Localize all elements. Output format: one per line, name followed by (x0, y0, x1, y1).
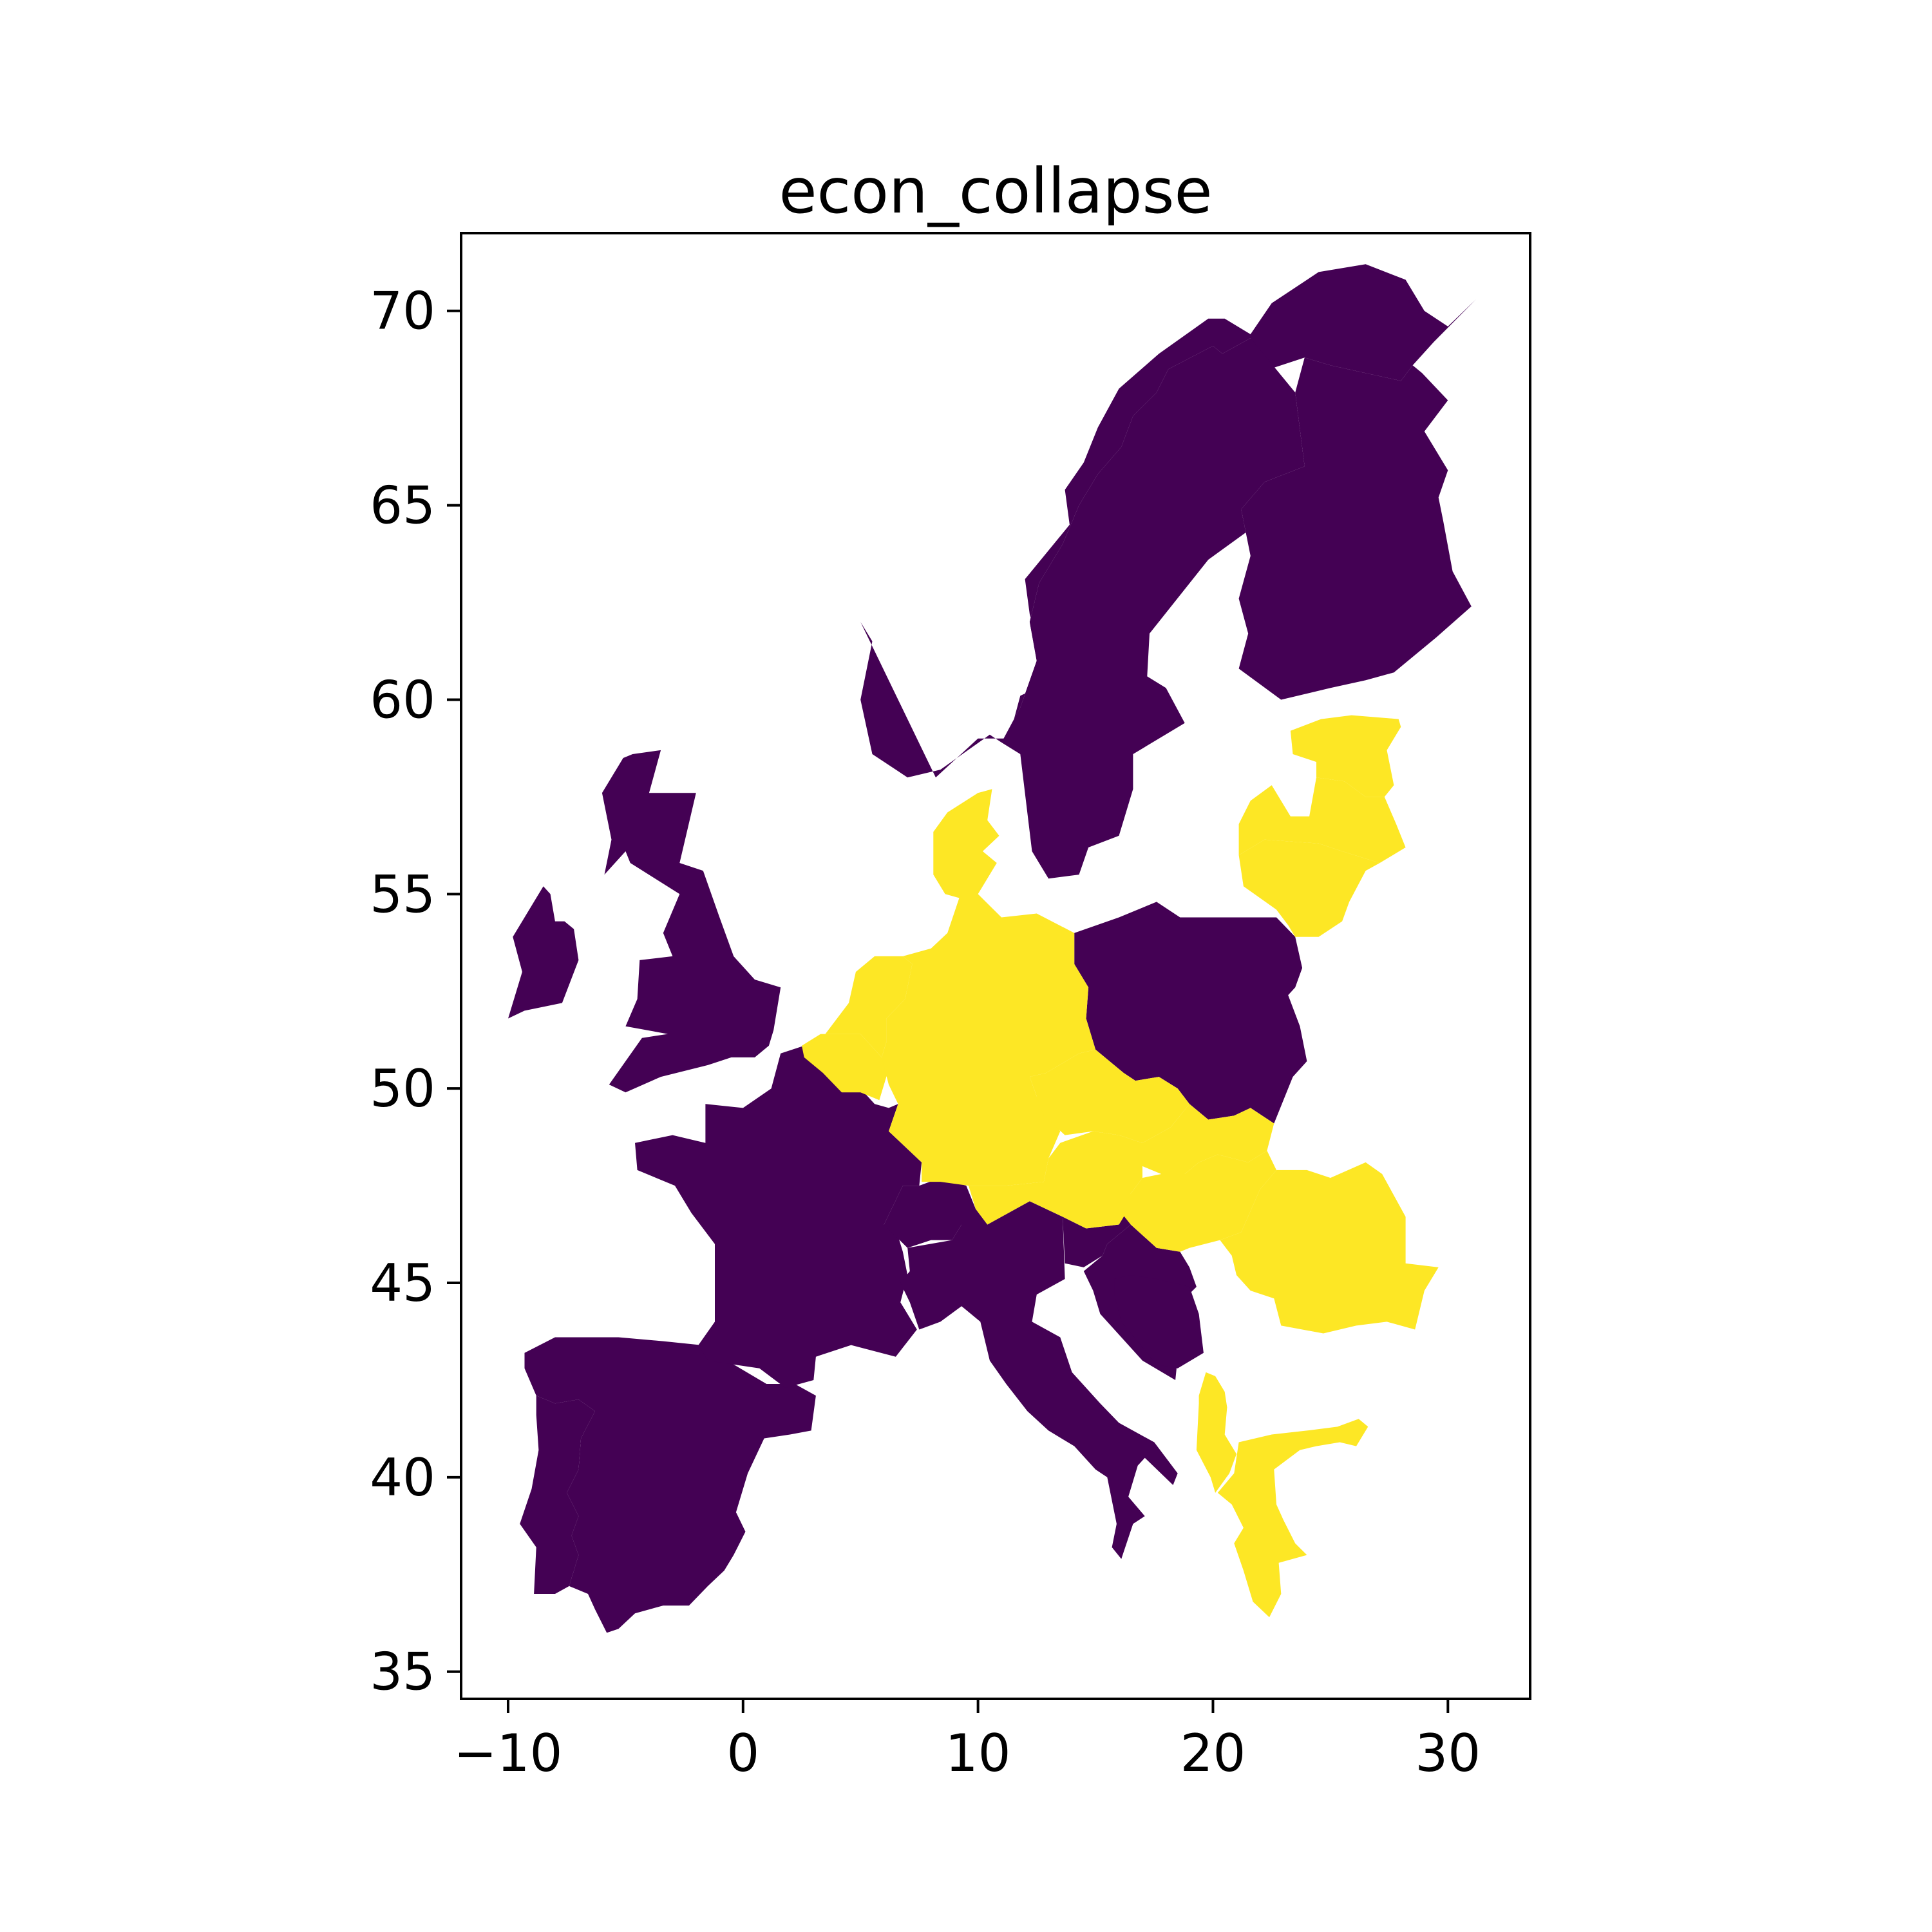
region-norway (860, 264, 1477, 778)
region-portugal (520, 1396, 595, 1594)
region-ireland (508, 886, 579, 1019)
y-axis: 35 40 45 50 55 60 65 70 (370, 281, 461, 1702)
region-romania (1220, 1162, 1439, 1334)
y-tick-label: 70 (370, 281, 435, 341)
y-tick-label: 45 (370, 1253, 435, 1313)
region-switzerland (884, 1178, 988, 1248)
region-germany (882, 789, 1096, 1186)
x-tick-label: 20 (1180, 1723, 1246, 1783)
x-tick-label: 0 (726, 1723, 759, 1783)
y-tick-label: 55 (370, 864, 435, 924)
region-belgium (802, 1034, 889, 1101)
x-tick-label: 10 (945, 1723, 1011, 1783)
region-france (635, 1045, 922, 1388)
region-czech-republic (1029, 1049, 1189, 1143)
region-poland (1074, 902, 1307, 1124)
region-latvia (1238, 777, 1406, 863)
region-layer (508, 264, 1477, 1633)
region-united-kingdom (601, 750, 781, 1093)
region-slovenia (1063, 1213, 1131, 1267)
region-lithuania (1238, 839, 1380, 937)
y-tick-label: 35 (370, 1642, 435, 1702)
region-spain (524, 1337, 816, 1633)
region-estonia (1290, 715, 1401, 797)
region-hungary (1121, 1150, 1276, 1252)
region-sweden (1001, 338, 1305, 879)
x-tick-label: −10 (454, 1723, 563, 1783)
region-italy (900, 1201, 1178, 1559)
y-tick-label: 50 (370, 1059, 435, 1119)
map-title: econ_collapse (779, 155, 1212, 227)
region-netherlands (825, 956, 913, 1057)
region-greece (1217, 1419, 1368, 1618)
y-tick-label: 40 (370, 1448, 435, 1508)
y-tick-label: 65 (370, 476, 435, 536)
region-finland (1238, 357, 1472, 700)
y-tick-label: 60 (370, 670, 435, 730)
region-slovakia (1142, 1104, 1274, 1174)
x-axis: −10 0 10 20 30 (454, 1699, 1481, 1783)
region-bosnia-and-herzegovina (1114, 1275, 1204, 1368)
region-albania (1196, 1372, 1236, 1493)
region-austria (969, 1131, 1142, 1229)
x-tick-label: 30 (1415, 1723, 1481, 1783)
plot-frame (460, 232, 1531, 1700)
